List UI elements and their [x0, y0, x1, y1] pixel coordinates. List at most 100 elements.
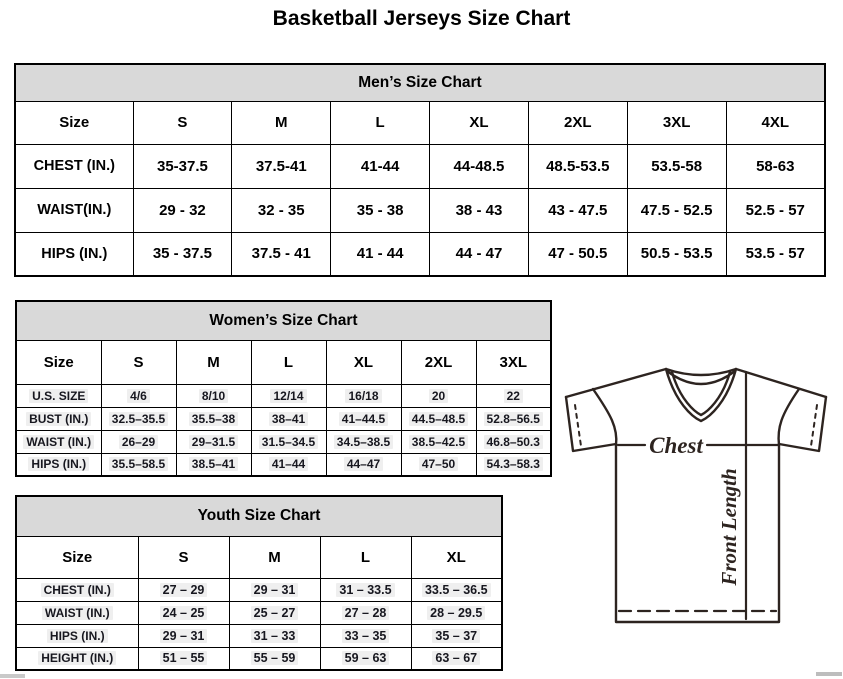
mens-size-cell: 29 - 32 — [132, 187, 233, 233]
womens-size-value: 47–50 — [418, 457, 459, 472]
youth-size-value: 25 – 27 — [250, 605, 299, 620]
mens-column-header: 2XL — [527, 100, 628, 145]
mens-size-value: 29 - 32 — [159, 201, 206, 219]
womens-size-value: 16/18 — [345, 388, 382, 403]
womens-size-cell: 29–31.5 — [175, 429, 252, 454]
womens-size-value: 31.5–34.5 — [258, 434, 319, 449]
mens-size-cell: 44 - 47 — [429, 231, 529, 277]
youth-column-header: L — [319, 535, 412, 579]
womens-size-cell: 44–47 — [325, 452, 402, 477]
mens-size-cell: 47 - 50.5 — [527, 231, 628, 277]
youth-size-value: 29 – 31 — [250, 582, 299, 597]
jersey-body-outline — [614, 442, 781, 624]
womens-size-cell: 8/10 — [175, 383, 252, 408]
womens-size-cell: 22 — [475, 383, 552, 408]
youth-size-value: 27 – 29 — [159, 582, 208, 597]
womens-size-value: 44–47 — [343, 457, 384, 472]
womens-size-cell: 38.5–41 — [175, 452, 252, 477]
womens-row-label-text: WAIST (IN.) — [23, 434, 95, 449]
youth-size-value: 33 – 35 — [341, 628, 390, 643]
jersey-right-shoulder-line — [734, 367, 828, 399]
youth-size-value: 29 – 31 — [159, 628, 208, 643]
mens-size-value: 47.5 - 52.5 — [640, 201, 713, 219]
youth-size-value: 59 – 63 — [341, 651, 390, 666]
youth-size-cell: 29 – 31 — [137, 623, 230, 648]
youth-table-row: WAIST (IN.) 24 – 25 25 – 27 27 – 28 28 – 29.… — [15, 600, 503, 625]
mens-size-value: 41 - 44 — [356, 245, 404, 263]
womens-size-cell: 38–41 — [250, 406, 327, 431]
mens-column-header: XL — [429, 100, 529, 145]
womens-row-label: BUST (IN.) — [15, 406, 102, 431]
womens-size-value: 20 — [428, 388, 449, 403]
womens-size-cell: 47–50 — [400, 452, 477, 477]
youth-size-cell: 31 – 33.5 — [319, 577, 412, 602]
womens-size-cell: 35.5–38 — [175, 406, 252, 431]
mens-table-row: WAIST(IN.) 29 - 32 32 - 35 35 - 38 38 - 43 43… — [14, 187, 826, 233]
jersey-right-cuff-dashes — [810, 404, 818, 447]
youth-column-header: XL — [410, 535, 503, 579]
mens-size-cell: 52.5 - 57 — [725, 187, 826, 233]
womens-size-cell: 46.8–50.3 — [475, 429, 552, 454]
womens-column-header: M — [175, 339, 252, 385]
youth-size-cell: 51 – 55 — [137, 646, 230, 671]
mens-size-value: 38 - 43 — [455, 201, 503, 219]
womens-size-value: 41–44.5 — [338, 411, 389, 426]
youth-row-label-text: WAIST (IN.) — [41, 605, 113, 620]
womens-size-value: 41–44 — [268, 457, 309, 472]
mens-size-cell: 53.5-58 — [626, 143, 727, 189]
womens-size-cell: 41–44 — [250, 452, 327, 477]
womens-table-row: HIPS (IN.) 35.5–58.5 38.5–41 41–44 44–47 47–5… — [15, 452, 552, 477]
mens-column-header: M — [231, 100, 332, 145]
youth-row-label: WAIST (IN.) — [15, 600, 139, 625]
mens-size-value: 48.5-53.5 — [546, 157, 610, 175]
jersey-left-sleeve — [564, 395, 618, 453]
youth-size-cell: 25 – 27 — [228, 600, 321, 625]
mens-row-label-text: WAIST(IN.) — [37, 202, 112, 218]
youth-size-cell: 31 – 33 — [228, 623, 321, 648]
jersey-left-armhole-seam — [591, 387, 618, 447]
mens-table: Men’s Size Chart Size S M L XL 2XL 3XL 4XL CHEST … — [14, 63, 826, 277]
mens-size-value: 58-63 — [756, 157, 795, 175]
womens-column-header: 3XL — [475, 339, 552, 385]
womens-size-value: 4/6 — [127, 388, 150, 403]
youth-row-label-text: HEIGHT (IN.) — [38, 651, 117, 666]
womens-size-cell: 38.5–42.5 — [400, 429, 477, 454]
jersey-measurement-diagram: Chest Front Length — [564, 367, 828, 624]
horizontal-scrollbar-fragment-left[interactable] — [0, 674, 25, 678]
womens-size-cell: 26–29 — [100, 429, 177, 454]
youth-size-cell: 33 – 35 — [319, 623, 412, 648]
womens-chart-title: Women’s Size Chart — [15, 300, 552, 341]
youth-row-label: CHEST (IN.) — [15, 577, 139, 602]
mens-size-value: 41-44 — [360, 157, 400, 175]
womens-size-value: 32.5–35.5 — [108, 411, 169, 426]
mens-size-cell: 35 - 37.5 — [132, 231, 233, 277]
youth-row-label-text: HIPS (IN.) — [46, 628, 108, 643]
horizontal-scrollbar-fragment-right[interactable] — [816, 672, 842, 676]
mens-column-header: 3XL — [626, 100, 727, 145]
mens-size-cell: 37.5 - 41 — [231, 231, 332, 277]
youth-size-value: 51 – 55 — [159, 651, 208, 666]
womens-size-cell: 54.3–58.3 — [475, 452, 552, 477]
womens-row-label: WAIST (IN.) — [15, 429, 102, 454]
womens-size-value: 44.5–48.5 — [408, 411, 469, 426]
youth-size-value: 28 – 29.5 — [427, 605, 486, 620]
womens-size-cell: 20 — [400, 383, 477, 408]
youth-size-value: 55 – 59 — [250, 651, 299, 666]
mens-size-value: 53.5-58 — [651, 157, 703, 175]
mens-column-header: Size — [14, 100, 134, 145]
mens-size-chart-table: Men’s Size Chart Size S M L XL 2XL 3XL 4XL CHEST … — [14, 63, 826, 277]
youth-size-cell: 28 – 29.5 — [410, 600, 503, 625]
youth-column-header: M — [228, 535, 321, 579]
womens-row-label: HIPS (IN.) — [15, 452, 102, 477]
youth-size-cell: 63 – 67 — [410, 646, 503, 671]
mens-size-value: 50.5 - 53.5 — [640, 245, 713, 263]
womens-size-value: 34.5–38.5 — [333, 434, 394, 449]
mens-size-value: 44-48.5 — [453, 157, 505, 175]
youth-table-row: HIPS (IN.) 29 – 31 31 – 33 33 – 35 35 – 37 — [15, 623, 503, 648]
mens-row-label-text: HIPS (IN.) — [41, 245, 108, 262]
mens-size-value: 35 - 38 — [356, 201, 404, 219]
youth-size-value: 24 – 25 — [159, 605, 208, 620]
womens-size-value: 26–29 — [118, 434, 159, 449]
chest-label: Chest — [649, 433, 703, 458]
mens-size-value: 32 - 35 — [257, 201, 305, 219]
